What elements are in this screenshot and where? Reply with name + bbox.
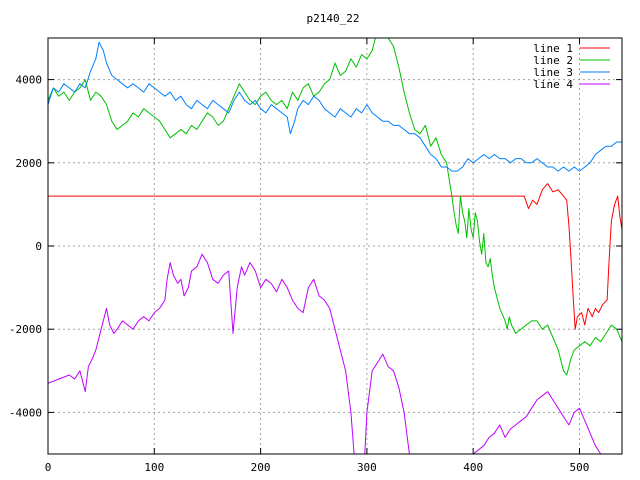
series-line-1 (48, 183, 622, 330)
x-tick-label: 0 (45, 461, 52, 474)
y-tick-label: -2000 (9, 323, 42, 336)
legend-label-1: line 1 (533, 42, 573, 55)
legend-label-2: line 2 (533, 54, 573, 67)
plot-frame (47, 37, 623, 455)
x-tick-label: 300 (357, 461, 377, 474)
series-lines (48, 38, 622, 454)
axis-ticks: 0 100 200 300 400 500 -4000 -2000 0 2000 4000 (9, 38, 622, 474)
x-tick-label: 100 (144, 461, 164, 474)
grid (48, 38, 622, 454)
series-line-4 (48, 253, 622, 454)
series-line-2 (48, 38, 622, 376)
x-tick-label: 500 (570, 461, 590, 474)
chart-title: p2140_22 (307, 12, 360, 25)
x-tick-label: 400 (463, 461, 483, 474)
y-tick-label: 0 (35, 240, 42, 253)
legend-label-3: line 3 (533, 66, 573, 79)
legend-label-4: line 4 (533, 78, 573, 91)
y-tick-label: -4000 (9, 406, 42, 419)
y-tick-label: 2000 (16, 157, 43, 170)
x-tick-label: 200 (251, 461, 271, 474)
series-line-3 (48, 41, 622, 172)
y-tick-label: 4000 (16, 74, 43, 87)
